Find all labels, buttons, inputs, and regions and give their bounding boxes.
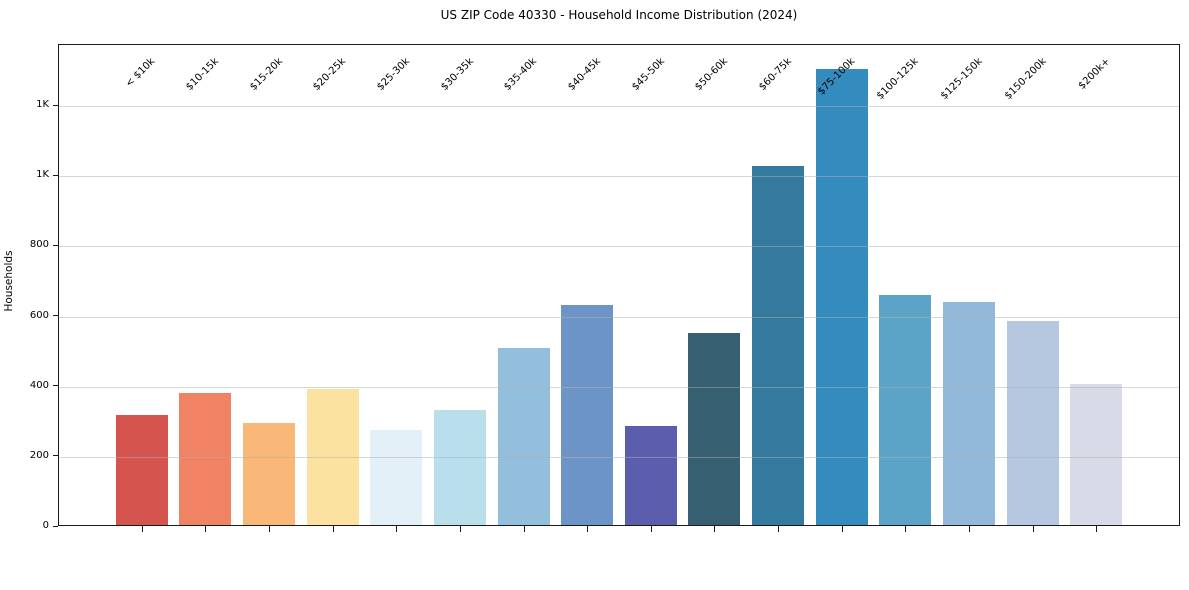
- y-tick-label: 400: [29, 379, 49, 391]
- x-tick-mark: [905, 526, 907, 532]
- x-tick-mark: [1032, 526, 1034, 532]
- y-tick-label: 200: [29, 449, 49, 461]
- bar-20-25k: [306, 389, 359, 525]
- x-tick-label: $15-20k: [247, 56, 285, 93]
- x-tick-mark: [269, 526, 271, 532]
- y-tick-mark: [53, 104, 58, 106]
- x-tick-label: $10-15k: [184, 56, 222, 93]
- bar-slot: $20-25k: [301, 45, 365, 532]
- bar-slot: $30-35k: [428, 45, 492, 532]
- x-tick-mark: [1096, 526, 1098, 532]
- y-tick-label: 600: [29, 309, 49, 321]
- bar-slot: $25-30k: [365, 45, 429, 532]
- bar-10-15k: [179, 392, 232, 525]
- bar-75-100k: [815, 69, 868, 525]
- bar-slot: $60-75k: [746, 45, 810, 532]
- bar-slot: $50-60k: [683, 45, 747, 532]
- x-tick-mark: [459, 526, 461, 532]
- bar-35-40k: [497, 347, 550, 525]
- bar-15-20k: [243, 423, 296, 525]
- bar-slot: $40-45k: [555, 45, 619, 532]
- x-tick-mark: [141, 526, 143, 532]
- x-tick-mark: [396, 526, 398, 532]
- x-tick-label: $40-45k: [566, 56, 603, 93]
- bar-slot: $200k+: [1064, 45, 1128, 532]
- bar-slot: $45-50k: [619, 45, 683, 532]
- bar-slot: $125-150k: [937, 45, 1001, 532]
- x-tick-mark: [650, 526, 652, 532]
- x-tick-label: $20-25k: [311, 56, 349, 93]
- bar-slot: $10-15k: [174, 45, 238, 532]
- x-tick-label: $200k+: [1076, 56, 1112, 92]
- bar-30-35k: [433, 410, 486, 525]
- bar-slot: $100-125k: [874, 45, 938, 532]
- x-tick-mark: [523, 526, 525, 532]
- x-tick-mark: [841, 526, 843, 532]
- plot-area: < $10k $10-15k $15-20k $20-25k $25-30k $30-35…: [58, 44, 1180, 532]
- bar-slot: $150-200k: [1001, 45, 1065, 532]
- bar-125-150k: [942, 302, 995, 525]
- y-tick-mark: [53, 385, 58, 387]
- y-tick-label: 800: [29, 239, 49, 251]
- bar-10k: [115, 415, 168, 525]
- x-tick-label: $50-60k: [693, 56, 731, 93]
- x-tick-label: $25-30k: [375, 56, 413, 93]
- bar-slot: $75-100k: [810, 45, 874, 532]
- y-tick-mark: [53, 455, 58, 457]
- x-tick-label: $100-125k: [875, 56, 922, 102]
- x-tick-mark: [714, 526, 716, 532]
- bar-100-125k: [879, 295, 932, 525]
- x-tick-mark: [968, 526, 970, 532]
- x-tick-mark: [778, 526, 780, 532]
- x-tick-label: $45-50k: [629, 56, 667, 93]
- x-tick-mark: [332, 526, 334, 532]
- bar-25-30k: [370, 430, 423, 525]
- x-tick-label: < $10k: [124, 56, 158, 90]
- bars-layer: < $10k $10-15k $15-20k $20-25k $25-30k $30-35…: [59, 45, 1179, 532]
- bar-slot: $15-20k: [237, 45, 301, 532]
- x-tick-label: $30-35k: [438, 56, 476, 93]
- x-tick-label: $150-200k: [1002, 56, 1049, 102]
- y-axis-ticks: 0 200 400 600 800 1K 1K: [0, 44, 58, 531]
- bar-45-50k: [624, 426, 677, 525]
- bar-slot: $35-40k: [492, 45, 556, 532]
- x-tick-label: $35-40k: [502, 56, 540, 93]
- bar-60-75k: [752, 165, 805, 525]
- y-tick-label: 1K: [36, 169, 49, 181]
- y-tick-label: 1K: [36, 99, 49, 111]
- y-tick-mark: [53, 315, 58, 317]
- x-tick-label: $60-75k: [756, 56, 794, 93]
- x-tick-label: $125-150k: [938, 56, 985, 102]
- chart-title: US ZIP Code 40330 - Household Income Dis…: [440, 8, 798, 22]
- x-tick-mark: [587, 526, 589, 532]
- x-tick-mark: [205, 526, 207, 532]
- y-tick-label: 0: [42, 520, 49, 531]
- bar-slot: < $10k: [110, 45, 174, 532]
- y-tick-mark: [53, 525, 58, 527]
- bar-50-60k: [688, 333, 741, 525]
- y-tick-mark: [53, 244, 58, 246]
- bar-40-45k: [561, 304, 614, 525]
- bar-200k: [1070, 383, 1123, 525]
- bar-150-200k: [1006, 320, 1059, 525]
- y-tick-mark: [53, 174, 58, 176]
